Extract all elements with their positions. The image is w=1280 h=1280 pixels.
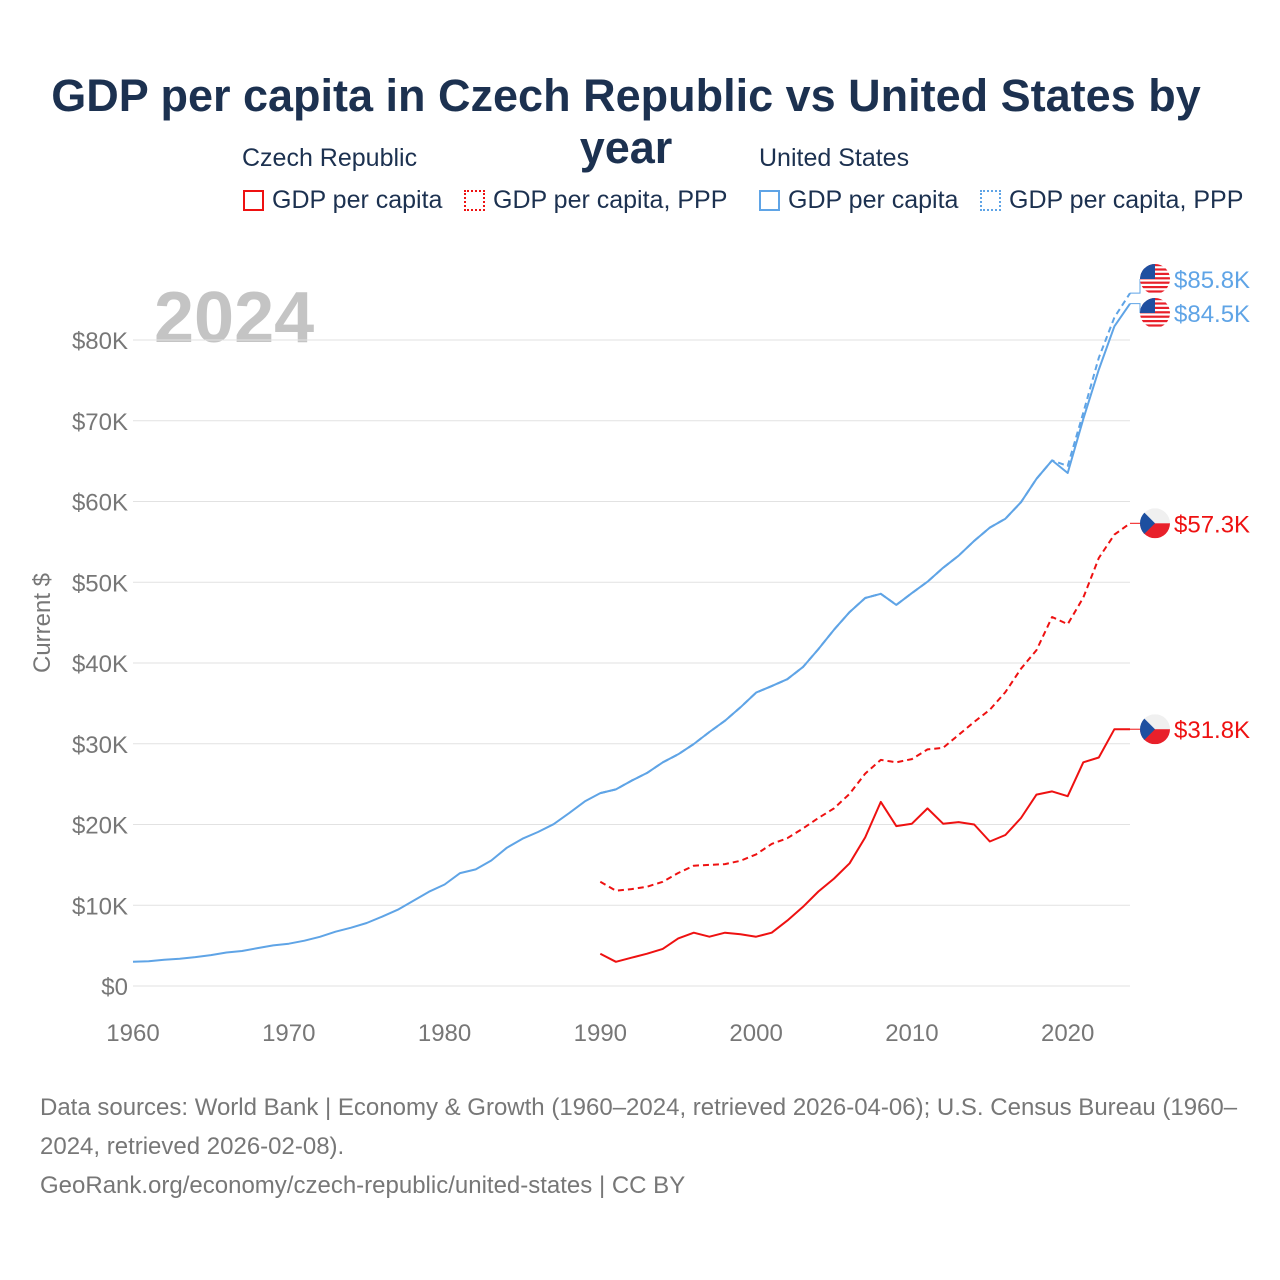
flag-stripe [1140,320,1170,323]
legend-label: GDP per capita [272,186,443,214]
flag-canton [1140,264,1155,279]
legend-swatch-dotted [980,190,1001,211]
x-tick-label: 1980 [418,1020,471,1047]
legend-group-czech: Czech Republic [242,144,418,172]
footer: Data sources: World Bank | Economy & Gro… [40,1088,1240,1205]
y-tick-label: $10K [72,893,128,920]
y-tick-label: $80K [72,328,128,355]
flag-stripe [1140,286,1170,289]
end-connector [1130,303,1141,313]
series-line-us-gdp [132,303,1131,963]
legend-swatch-dotted [464,190,485,211]
flag-body [1140,264,1170,294]
legend-swatch-solid [243,190,264,211]
czech-flag-icon [1140,714,1170,745]
legend-label: GDP per capita, PPP [1009,186,1244,214]
y-tick-label: $70K [72,409,128,436]
flag-canton [1140,298,1155,313]
legend-label: GDP per capita [788,186,959,214]
czech-flag-icon [1140,508,1170,539]
legend-czech-ppp[interactable]: GDP per capita, PPP [464,186,727,215]
y-tick-label: $40K [72,651,128,678]
flag-body [1140,298,1170,328]
data-sources: Data sources: World Bank | Economy & Gro… [40,1094,1238,1160]
source-link[interactable]: GeoRank.org/economy/czech-republic/unite… [40,1172,686,1199]
end-value-label: $84.5K [1174,301,1250,328]
y-tick-label: $0 [101,974,128,1001]
flag-body [1140,508,1170,539]
series-line-czech-ppp [599,522,1131,892]
legend-czech-gdp[interactable]: GDP per capita [243,186,442,215]
x-tick-label: 2020 [1041,1020,1094,1047]
us-flag-icon [1140,264,1170,294]
chart-title: GDP per capita in Czech Republic vs Unit… [51,70,1201,173]
legend-us-gdp[interactable]: GDP per capita [759,186,958,215]
end-value-label: $57.3K [1174,511,1250,538]
flag-stripe [1140,290,1170,293]
flag-triangle [1140,508,1155,539]
flag-stripe [1140,324,1170,327]
x-tick-label: 2010 [885,1020,938,1047]
year-watermark: 2024 [154,278,314,358]
flag-triangle [1140,714,1155,745]
end-value-label: $85.8K [1174,267,1250,294]
us-flag-icon [1140,298,1170,328]
legend-us-ppp[interactable]: GDP per capita, PPP [980,186,1243,215]
x-tick-label: 1960 [106,1020,159,1047]
series-line-us-ppp [600,292,1131,795]
y-tick-label: $30K [72,732,128,759]
legend-label: GDP per capita, PPP [493,186,728,214]
y-tick-label: $20K [72,813,128,840]
y-axis-label: Current $ [29,573,56,673]
x-tick-label: 2000 [729,1020,782,1047]
x-tick-label: 1970 [262,1020,315,1047]
legend-group-us: United States [759,144,910,172]
flag-stripe [1140,281,1170,284]
end-connector [1130,279,1141,294]
legend-swatch-solid [759,190,780,211]
line-chart: 2024 Current $ $0 $10K $20K $30K $40K $50K $60… [29,264,1250,1047]
flag-body [1140,714,1170,745]
y-tick-label: $60K [72,490,128,517]
y-tick-label: $50K [72,570,128,597]
x-tick-label: 1990 [574,1020,627,1047]
flag-stripe [1140,315,1170,318]
series-line-czech-gdp [599,728,1130,963]
end-value-label: $31.8K [1174,717,1250,744]
